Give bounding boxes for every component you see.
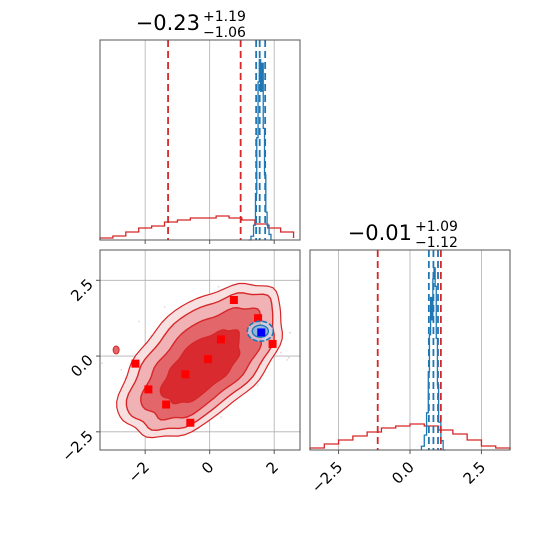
- prior-sample-marker: [268, 339, 277, 348]
- prior-sample-marker: [204, 355, 213, 364]
- joint-sample-dot: [256, 384, 259, 387]
- prior-sample-marker: [131, 359, 140, 368]
- joint-contour-blob: [112, 345, 120, 355]
- joint-panel: −2 0 2−2.50.02.5: [58, 249, 301, 486]
- joint-sample-dot: [280, 351, 282, 354]
- panel2-title-median: −0.01: [348, 221, 412, 245]
- joint-sample-dot: [217, 285, 220, 288]
- prior-sample-marker: [162, 400, 171, 409]
- joint-sample-dot: [289, 331, 291, 334]
- prior-sample-marker: [181, 370, 190, 379]
- joint-sample-dot: [120, 369, 123, 371]
- joint-sample-dot: [286, 359, 288, 361]
- panel1-title-median: −0.23: [136, 11, 200, 35]
- joint-sample-dot: [163, 306, 166, 308]
- joint-sample-dot: [220, 416, 223, 419]
- panel1-title-upper: +1.19: [203, 9, 246, 25]
- prior-sample-marker: [186, 418, 195, 427]
- marginal-panel-param1: −0.23 +1.19 −1.06: [99, 9, 301, 244]
- prior-sample-marker: [144, 385, 153, 394]
- panel2-title-upper: +1.09: [415, 219, 458, 235]
- truth-marker: [257, 328, 266, 337]
- joint-contour-inner: [159, 329, 241, 405]
- panel2-prior-histogram: [309, 423, 511, 450]
- joint-sample-dot: [287, 356, 290, 359]
- joint-sample-dot: [101, 362, 104, 365]
- panel1-posterior-histogram: [248, 58, 273, 241]
- panel1-title-lower: −1.06: [203, 25, 246, 41]
- panel2-title-lower: −1.12: [415, 235, 458, 251]
- joint-frame: [99, 249, 301, 451]
- prior-sample-marker: [254, 314, 263, 323]
- prior-sample-marker: [216, 335, 225, 344]
- joint-sample-dot: [138, 320, 140, 323]
- prior-sample-marker: [229, 296, 238, 304]
- panel1-frame: [99, 39, 301, 241]
